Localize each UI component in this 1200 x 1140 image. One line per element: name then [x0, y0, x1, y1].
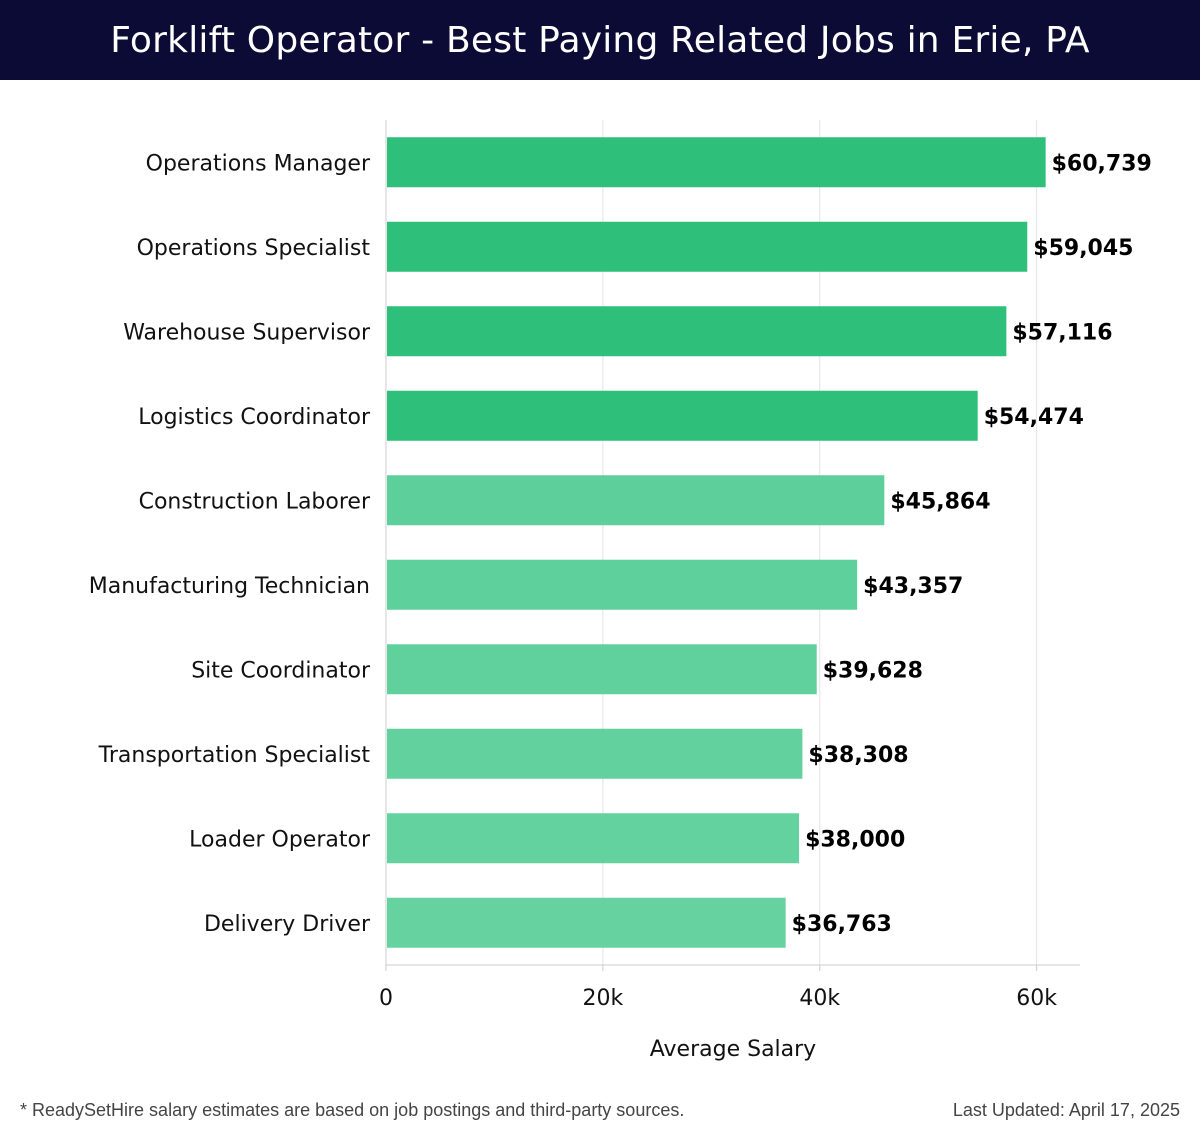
value-label: $38,308	[808, 743, 908, 768]
category-label: Manufacturing Technician	[89, 574, 370, 599]
bar-warehouse-supervisor	[387, 306, 1007, 357]
x-tick-label: 0	[379, 986, 393, 1011]
value-label: $38,000	[805, 827, 905, 852]
bar-delivery-driver	[387, 897, 786, 948]
value-label: $60,739	[1052, 151, 1152, 176]
x-tick-label: 20k	[583, 986, 624, 1011]
bar-operations-manager	[387, 137, 1046, 188]
category-label: Operations Specialist	[137, 236, 371, 261]
category-label: Delivery Driver	[204, 912, 371, 937]
value-label: $36,763	[792, 912, 892, 937]
category-label: Loader Operator	[189, 827, 371, 852]
bar-logistics-coordinator	[387, 390, 978, 441]
value-label: $57,116	[1012, 320, 1112, 345]
x-axis-title: Average Salary	[650, 1037, 816, 1062]
category-label: Logistics Coordinator	[138, 405, 371, 430]
value-label: $45,864	[890, 489, 990, 514]
bar-transportation-specialist	[387, 728, 803, 779]
category-label: Warehouse Supervisor	[123, 320, 371, 345]
bar-loader-operator	[387, 813, 800, 864]
category-label: Site Coordinator	[191, 658, 371, 683]
category-label: Construction Laborer	[139, 489, 371, 514]
category-label: Operations Manager	[146, 151, 371, 176]
bar-construction-laborer	[387, 475, 885, 526]
bar-site-coordinator	[387, 644, 817, 695]
x-tick-label: 40k	[799, 986, 840, 1011]
x-tick-label: 60k	[1016, 986, 1057, 1011]
chart-title: Forklift Operator - Best Paying Related …	[110, 19, 1090, 61]
value-label: $39,628	[823, 658, 923, 683]
bar-manufacturing-technician	[387, 559, 858, 610]
chart-header: Forklift Operator - Best Paying Related …	[0, 0, 1200, 80]
last-updated: Last Updated: April 17, 2025	[952, 1100, 1180, 1120]
value-label: $43,357	[863, 574, 963, 599]
category-label: Transportation Specialist	[98, 743, 371, 768]
value-label: $59,045	[1033, 236, 1133, 261]
value-label: $54,474	[984, 405, 1084, 430]
footnote: * ReadySetHire salary estimates are base…	[20, 1100, 685, 1120]
bar-operations-specialist	[387, 221, 1028, 272]
